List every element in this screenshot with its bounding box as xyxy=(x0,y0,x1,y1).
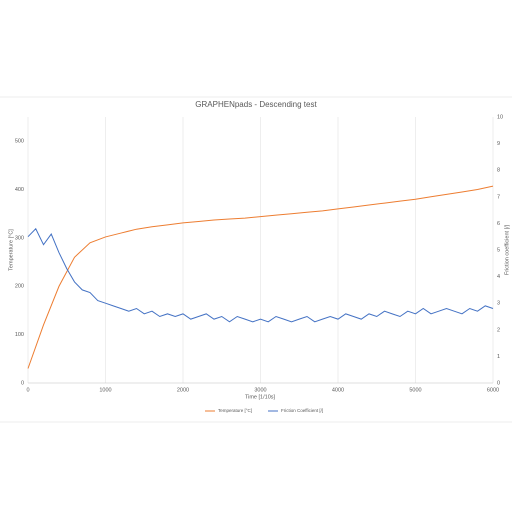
y2-axis-label: Friction coefficient [/] xyxy=(504,224,510,275)
y-tick-label: 300 xyxy=(15,235,24,241)
y2-tick-label: 4 xyxy=(497,274,500,280)
x-tick-label: 4000 xyxy=(332,387,344,393)
y2-tick-label: 1 xyxy=(497,354,500,360)
y-tick-label: 200 xyxy=(15,284,24,290)
y2-tick-label: 3 xyxy=(497,301,500,307)
y2-tick-label: 0 xyxy=(497,380,500,386)
y-tick-label: 400 xyxy=(15,187,24,193)
y-axis-label: Temperature [°C] xyxy=(8,229,14,271)
y-tick-label: 0 xyxy=(21,380,24,386)
x-tick-label: 0 xyxy=(26,387,29,393)
y2-tick-label: 5 xyxy=(497,247,500,253)
y2-tick-label: 8 xyxy=(497,168,500,174)
y2-tick-label: 6 xyxy=(497,221,500,227)
y-tick-label: 500 xyxy=(15,139,24,145)
x-tick-label: 5000 xyxy=(409,387,421,393)
legend-label: Friction Coefficient [/] xyxy=(281,408,323,413)
y2-tick-label: 9 xyxy=(497,141,500,147)
y2-tick-label: 2 xyxy=(497,327,500,333)
series-line xyxy=(27,185,494,369)
y-tick-label: 100 xyxy=(15,332,24,338)
x-tick-label: 6000 xyxy=(487,387,499,393)
x-tick-label: 1000 xyxy=(99,387,111,393)
y2-tick-label: 7 xyxy=(497,194,500,200)
chart-title: GRAPHENpads - Descending test xyxy=(195,100,317,109)
x-tick-label: 3000 xyxy=(254,387,266,393)
series-line xyxy=(27,227,494,323)
x-axis-label: Time [1/10s] xyxy=(245,394,276,400)
x-tick-label: 2000 xyxy=(177,387,189,393)
y2-tick-label: 10 xyxy=(497,114,503,120)
legend-label: Temperature [°C] xyxy=(218,408,252,413)
